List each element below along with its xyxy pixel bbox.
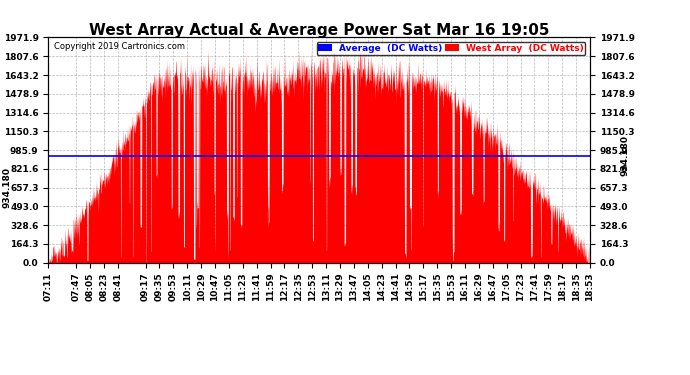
Text: 934.180: 934.180 bbox=[2, 167, 12, 208]
Title: West Array Actual & Average Power Sat Mar 16 19:05: West Array Actual & Average Power Sat Ma… bbox=[89, 22, 549, 38]
Text: 934.180: 934.180 bbox=[620, 135, 629, 176]
Text: Copyright 2019 Cartronics.com: Copyright 2019 Cartronics.com bbox=[54, 42, 185, 51]
Legend: Average  (DC Watts), West Array  (DC Watts): Average (DC Watts), West Array (DC Watts… bbox=[317, 42, 585, 55]
